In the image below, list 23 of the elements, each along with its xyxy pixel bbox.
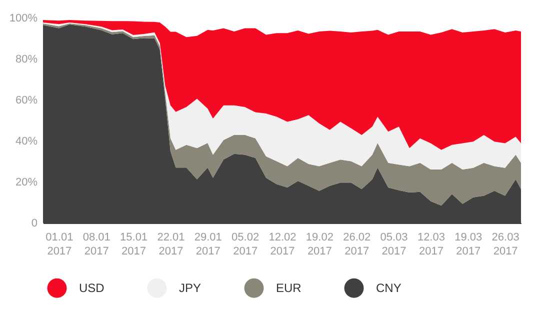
x-tick-label: 15.01 2017 bbox=[120, 232, 148, 258]
legend-label: EUR bbox=[276, 281, 302, 296]
legend-label: CNY bbox=[376, 281, 402, 296]
x-tick-label: 01.01 2017 bbox=[46, 232, 74, 258]
x-tick-label: 12.03 2017 bbox=[417, 232, 445, 258]
x-tick-label: 29.01 2017 bbox=[194, 232, 222, 258]
x-tick-label: 19.03 2017 bbox=[454, 232, 482, 258]
x-tick-label: 08.01 2017 bbox=[82, 232, 110, 258]
y-tick-label: 20% bbox=[15, 176, 38, 188]
y-tick-label: 100% bbox=[9, 12, 38, 24]
x-tick-label: 22.01 2017 bbox=[157, 232, 185, 258]
legend-label: JPY bbox=[179, 281, 202, 296]
y-tick-label: 80% bbox=[15, 54, 38, 66]
x-tick-label: 26.02 2017 bbox=[343, 232, 371, 258]
y-tick-label: 40% bbox=[15, 136, 38, 148]
x-tick-label: 26.03 2017 bbox=[492, 232, 520, 258]
legend-label: USD bbox=[79, 281, 105, 296]
x-tick-label: 05.03 2017 bbox=[380, 232, 408, 258]
x-tick-label: 12.02 2017 bbox=[268, 232, 296, 258]
x-tick-label: 05.02 2017 bbox=[232, 232, 260, 258]
x-tick-label: 19.02 2017 bbox=[306, 232, 334, 258]
y-tick-label: 60% bbox=[15, 94, 38, 106]
y-tick-label: 0 bbox=[31, 218, 38, 230]
